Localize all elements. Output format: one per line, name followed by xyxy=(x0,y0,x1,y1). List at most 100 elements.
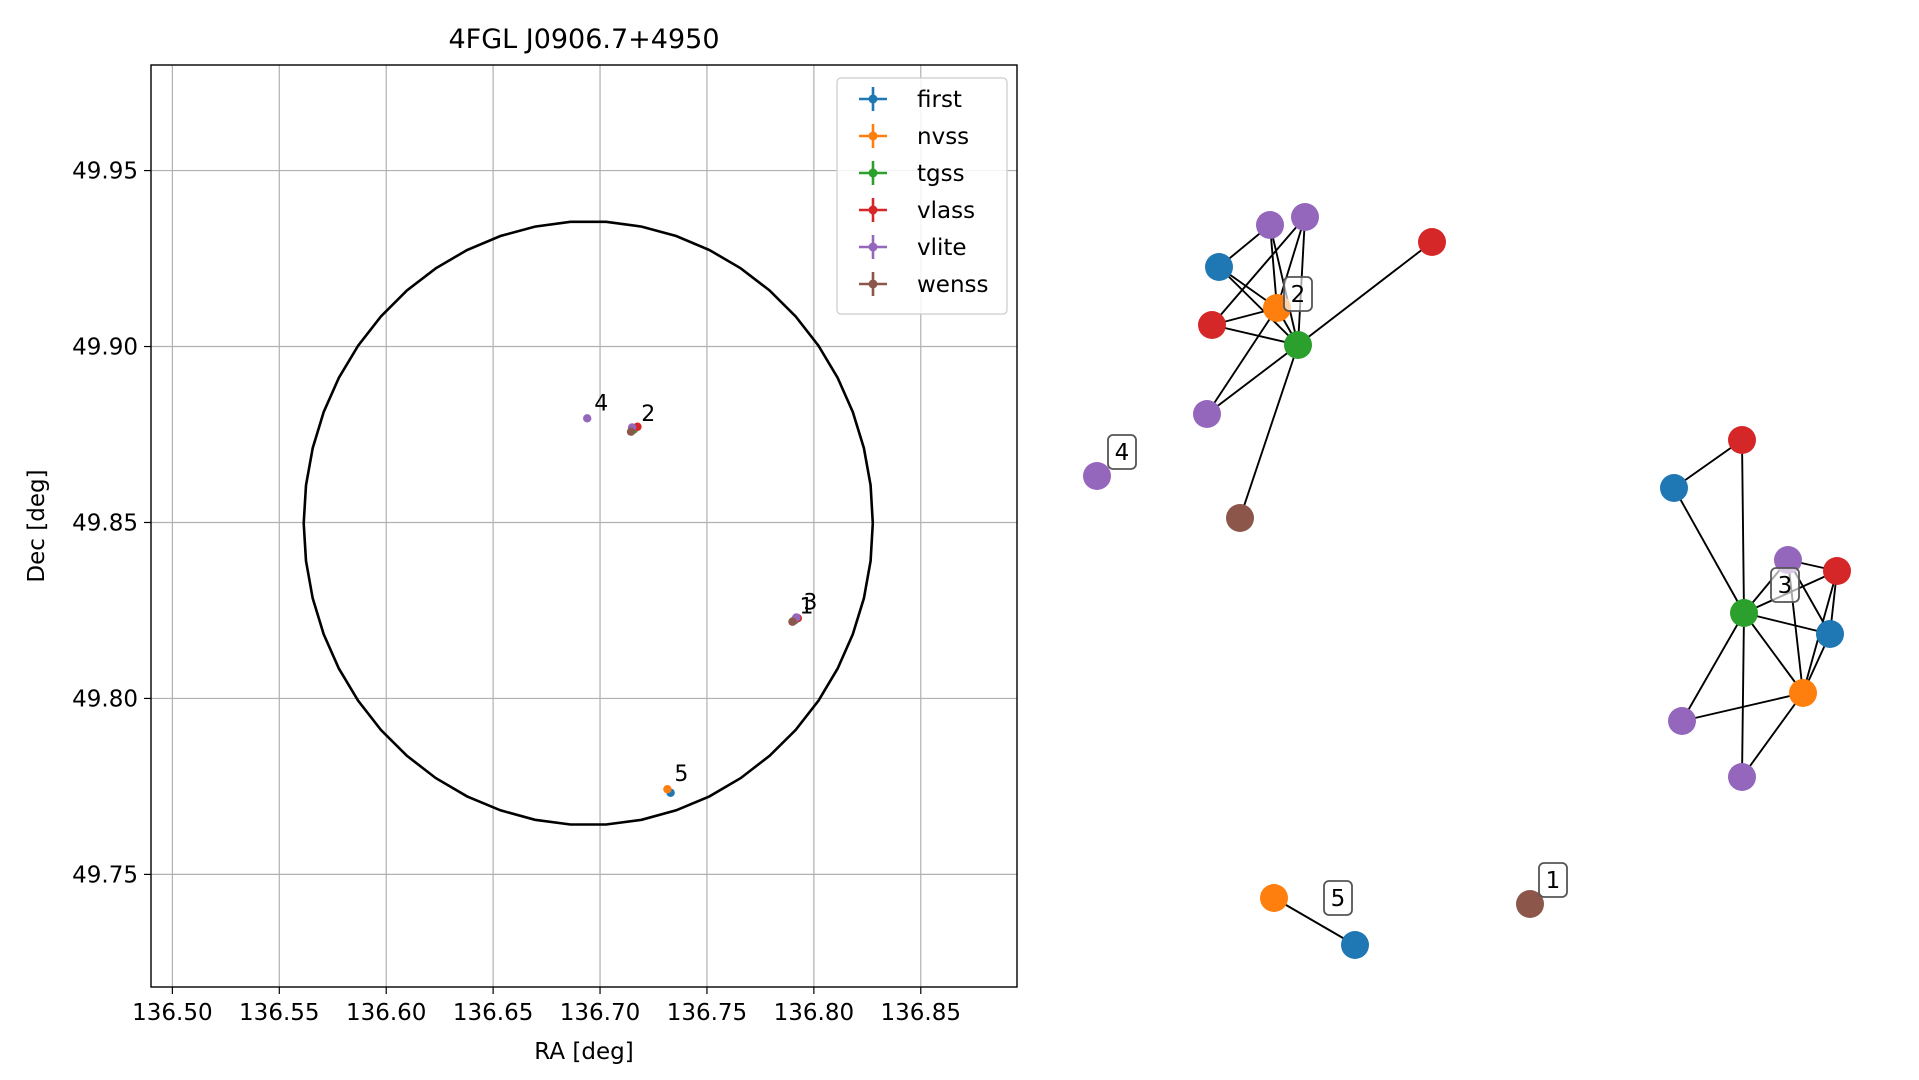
source-labels: 4 2 13 5 xyxy=(594,391,817,787)
network-label-text: 1 xyxy=(1546,868,1561,894)
network-edge xyxy=(1297,241,1433,346)
legend-marker-dot xyxy=(868,205,878,215)
network-node-nvss xyxy=(1260,884,1288,912)
legend-marker-dot xyxy=(868,131,878,141)
network-label-text: 5 xyxy=(1331,886,1346,912)
network-label-text: 4 xyxy=(1115,440,1130,466)
error-ellipse xyxy=(302,220,875,826)
axis-ticks: 136.50 136.55 136.60 136.65 136.70 136.75 136.… xyxy=(72,159,961,1026)
legend-marker-dot xyxy=(868,94,878,104)
network-node-vlass xyxy=(1728,426,1756,454)
network-node-vlass xyxy=(1198,311,1226,339)
x-axis-label: RA [deg] xyxy=(534,1039,633,1065)
network-node-nvss xyxy=(1789,679,1817,707)
legend-item-tgss: tgss xyxy=(859,161,965,187)
network-node-vlite xyxy=(1256,211,1284,239)
network-edge xyxy=(1743,612,1831,635)
legend-label: vlass xyxy=(917,198,975,224)
legend-marker-dot xyxy=(868,279,878,289)
network-label-box xyxy=(1538,862,1568,898)
y-axis-label: Dec [deg] xyxy=(24,469,50,582)
x-tick-label: 136.55 xyxy=(239,1000,319,1026)
association-circle xyxy=(302,220,875,826)
x-tick-label: 136.85 xyxy=(881,1000,961,1026)
vlite-point xyxy=(583,414,592,423)
wenss-point xyxy=(626,427,636,436)
y-tick-label: 49.80 xyxy=(72,686,138,712)
legend-item-nvss: nvss xyxy=(859,124,969,150)
network-node-vlite xyxy=(1728,763,1756,791)
network-label-text: 2 xyxy=(1291,282,1306,308)
legend: first nvss tgss vlass vlite wenss xyxy=(836,77,1008,315)
network-edge xyxy=(1741,439,1745,614)
wenss-point xyxy=(788,617,797,626)
network-edge xyxy=(1218,266,1299,346)
legend-marker-dot xyxy=(868,168,878,178)
network-edge xyxy=(1211,324,1299,346)
x-tick-label: 136.75 xyxy=(667,1000,747,1026)
network-label-3: 3 xyxy=(1770,567,1800,603)
network-nodes xyxy=(1083,203,1851,959)
legend-label: nvss xyxy=(917,124,969,150)
legend-item-vlass: vlass xyxy=(859,198,975,224)
legend-item-first: first xyxy=(859,87,962,113)
y-tick-label: 49.95 xyxy=(72,159,138,185)
network-node-first xyxy=(1341,931,1369,959)
network-edge xyxy=(1673,487,1745,614)
network-labels: 1 2 3 4 5 xyxy=(1107,276,1800,916)
x-tick-label: 136.50 xyxy=(132,1000,212,1026)
legend-item-wenss: wenss xyxy=(859,272,989,298)
network-edge xyxy=(1743,612,1804,694)
x-tick-label: 136.80 xyxy=(774,1000,854,1026)
x-tick-label: 136.65 xyxy=(453,1000,533,1026)
legend-label: vlite xyxy=(917,235,967,261)
network-node-vlite xyxy=(1083,462,1111,490)
source-label: 3 xyxy=(803,590,817,615)
network-node-vlass xyxy=(1418,228,1446,256)
legend-marker-dot xyxy=(868,242,878,252)
network-node-vlite xyxy=(1668,707,1696,735)
network-label-box xyxy=(1770,567,1800,603)
network-edge xyxy=(1211,216,1306,326)
network-label-box xyxy=(1107,434,1137,470)
network-node-vlite xyxy=(1774,546,1802,574)
network-label-4: 4 xyxy=(1107,434,1137,470)
legend-item-vlite: vlite xyxy=(859,235,967,261)
source-label: 4 xyxy=(594,391,608,416)
network-edge xyxy=(1741,612,1745,778)
y-tick-label: 49.85 xyxy=(72,510,138,536)
axes-frame xyxy=(150,64,1018,988)
network-node-first xyxy=(1816,620,1844,648)
network-label-text: 3 xyxy=(1778,573,1793,599)
nvss-point xyxy=(663,785,672,794)
network-edge xyxy=(1681,692,1804,722)
x-tick-label: 136.60 xyxy=(346,1000,426,1026)
network-label-box xyxy=(1323,880,1353,916)
network-label-1: 1 xyxy=(1538,862,1568,898)
network-edge xyxy=(1681,612,1745,722)
y-tick-label: 49.75 xyxy=(72,862,138,888)
source-label: 5 xyxy=(674,762,688,787)
network-edge xyxy=(1276,216,1306,309)
network-label-5: 5 xyxy=(1323,880,1353,916)
network-edge xyxy=(1206,344,1299,415)
legend-label: first xyxy=(917,87,962,113)
network-node-wenss xyxy=(1226,504,1254,532)
network-edge xyxy=(1273,897,1356,946)
network-edge xyxy=(1206,307,1278,415)
network-node-first xyxy=(1660,474,1688,502)
association-network: 1 2 3 4 5 xyxy=(1083,203,1851,959)
x-tick-label: 136.70 xyxy=(560,1000,640,1026)
network-node-tgss xyxy=(1284,331,1312,359)
legend-label: tgss xyxy=(917,161,965,187)
network-node-vlass xyxy=(1823,557,1851,585)
chart-title: 4FGL J0906.7+4950 xyxy=(448,24,719,55)
network-node-vlite xyxy=(1291,203,1319,231)
network-node-wenss xyxy=(1516,890,1544,918)
network-node-vlite xyxy=(1193,400,1221,428)
network-edge xyxy=(1239,344,1299,519)
network-label-box xyxy=(1283,276,1313,312)
data-points xyxy=(583,414,803,797)
